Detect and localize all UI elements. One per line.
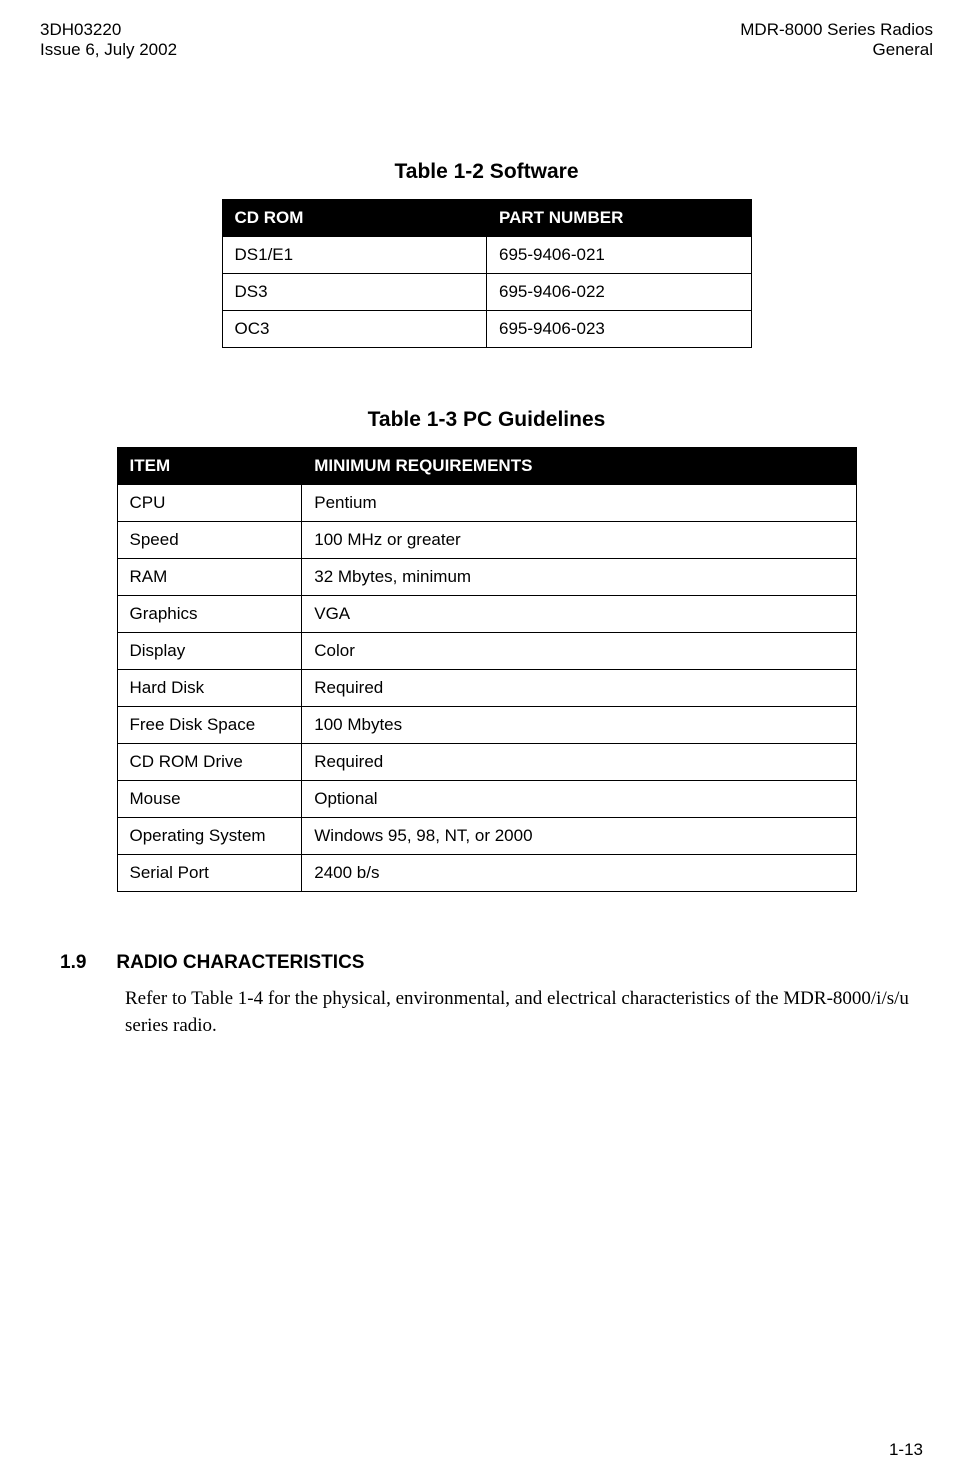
product-name: MDR-8000 Series Radios: [740, 20, 933, 40]
table-cell: Free Disk Space: [117, 707, 302, 744]
table-cell: 695-9406-023: [487, 311, 752, 348]
page-footer: 1-13: [889, 1440, 923, 1460]
table-row: GraphicsVGA: [117, 596, 856, 633]
table-cell: DS3: [222, 274, 487, 311]
table-cell: Windows 95, 98, NT, or 2000: [302, 818, 856, 855]
section-name: General: [740, 40, 933, 60]
page-number: 1-13: [889, 1440, 923, 1459]
header-right: MDR-8000 Series Radios General: [740, 20, 933, 60]
table-cell: CPU: [117, 485, 302, 522]
table-cell: Mouse: [117, 781, 302, 818]
section-body: Refer to Table 1-4 for the physical, env…: [125, 986, 913, 1039]
table-row: CD ROM DriveRequired: [117, 744, 856, 781]
table-cell: Optional: [302, 781, 856, 818]
table-row: RAM32 Mbytes, minimum: [117, 559, 856, 596]
table-cell: Serial Port: [117, 855, 302, 892]
table2-container: ITEM MINIMUM REQUIREMENTS CPUPentium Spe…: [40, 447, 933, 892]
table-cell: Operating System: [117, 818, 302, 855]
table-cell: DS1/E1: [222, 237, 487, 274]
doc-number: 3DH03220: [40, 20, 177, 40]
table2-col2-header: MINIMUM REQUIREMENTS: [302, 448, 856, 485]
table-cell: Display: [117, 633, 302, 670]
table-row: Operating SystemWindows 95, 98, NT, or 2…: [117, 818, 856, 855]
table-header-row: ITEM MINIMUM REQUIREMENTS: [117, 448, 856, 485]
table1-container: CD ROM PART NUMBER DS1/E1 695-9406-021 D…: [40, 199, 933, 348]
table1-title: Table 1-2 Software: [40, 160, 933, 184]
section-title: RADIO CHARACTERISTICS: [116, 952, 364, 973]
table-row: CPUPentium: [117, 485, 856, 522]
table-cell: Hard Disk: [117, 670, 302, 707]
table-cell: 2400 b/s: [302, 855, 856, 892]
table-cell: 32 Mbytes, minimum: [302, 559, 856, 596]
table-header-row: CD ROM PART NUMBER: [222, 200, 751, 237]
table-cell: OC3: [222, 311, 487, 348]
issue-date: Issue 6, July 2002: [40, 40, 177, 60]
page-header: 3DH03220 Issue 6, July 2002 MDR-8000 Ser…: [40, 20, 933, 60]
table-cell: Required: [302, 744, 856, 781]
table1-col2-header: PART NUMBER: [487, 200, 752, 237]
header-left: 3DH03220 Issue 6, July 2002: [40, 20, 177, 60]
table2-col1-header: ITEM: [117, 448, 302, 485]
table-row: Hard DiskRequired: [117, 670, 856, 707]
section-heading: 1.9 RADIO CHARACTERISTICS: [60, 952, 913, 974]
table-cell: 695-9406-022: [487, 274, 752, 311]
table-cell: 100 Mbytes: [302, 707, 856, 744]
table-row: Speed100 MHz or greater: [117, 522, 856, 559]
section-1-9: 1.9 RADIO CHARACTERISTICS Refer to Table …: [40, 952, 933, 1039]
table-row: DS1/E1 695-9406-021: [222, 237, 751, 274]
pc-guidelines-table: ITEM MINIMUM REQUIREMENTS CPUPentium Spe…: [117, 447, 857, 892]
table-row: OC3 695-9406-023: [222, 311, 751, 348]
table-row: DisplayColor: [117, 633, 856, 670]
table2-title: Table 1-3 PC Guidelines: [40, 408, 933, 432]
software-table: CD ROM PART NUMBER DS1/E1 695-9406-021 D…: [222, 199, 752, 348]
table-cell: VGA: [302, 596, 856, 633]
table-cell: Required: [302, 670, 856, 707]
table-row: Serial Port2400 b/s: [117, 855, 856, 892]
table1-col1-header: CD ROM: [222, 200, 487, 237]
table-row: DS3 695-9406-022: [222, 274, 751, 311]
table-cell: Color: [302, 633, 856, 670]
table-row: MouseOptional: [117, 781, 856, 818]
table-cell: Speed: [117, 522, 302, 559]
table-cell: 100 MHz or greater: [302, 522, 856, 559]
table-cell: Pentium: [302, 485, 856, 522]
table-cell: 695-9406-021: [487, 237, 752, 274]
table-row: Free Disk Space100 Mbytes: [117, 707, 856, 744]
table-cell: RAM: [117, 559, 302, 596]
section-number: 1.9: [60, 952, 86, 974]
table-cell: Graphics: [117, 596, 302, 633]
table-cell: CD ROM Drive: [117, 744, 302, 781]
